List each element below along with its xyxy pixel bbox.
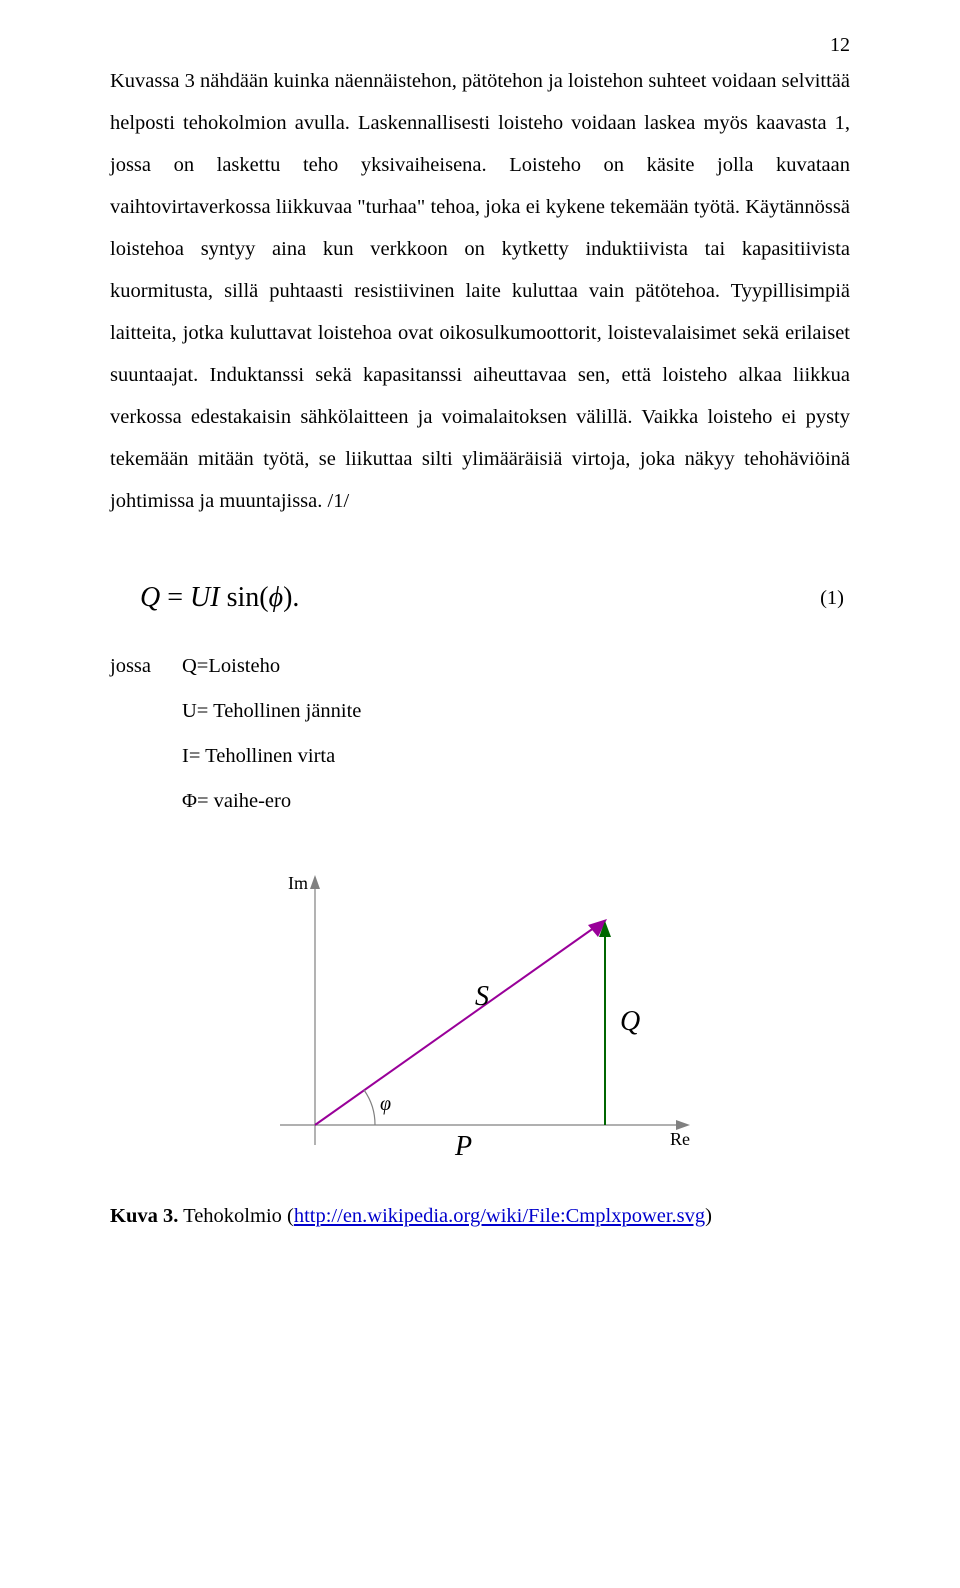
definitions: jossa Q=Loisteho U= Tehollinen jännite I… (110, 644, 850, 824)
eq-Q: Q (140, 582, 160, 613)
equation: Q = UI sin(ϕ). (110, 582, 299, 614)
s-vector (315, 925, 598, 1125)
q-label: Q (620, 1006, 640, 1037)
equation-row: Q = UI sin(ϕ). (1) (110, 582, 850, 614)
def-q: Q=Loisteho (182, 644, 280, 689)
eq-phi: ϕ (269, 582, 284, 613)
eq-equals: = (160, 582, 190, 613)
eq-sin: sin (220, 582, 260, 613)
eq-close: ). (283, 582, 299, 613)
caption-text: Tehokolmio ( (178, 1205, 293, 1227)
s-label: S (475, 981, 489, 1012)
eq-open: ( (259, 582, 268, 613)
eq-I: I (210, 582, 219, 613)
p-label: P (454, 1131, 472, 1162)
phi-arc (364, 1090, 375, 1125)
phi-label: φ (380, 1093, 391, 1115)
def-i: I= Tehollinen virta (110, 734, 850, 779)
def-u: U= Tehollinen jännite (110, 689, 850, 734)
caption-bold: Kuva 3. (110, 1205, 178, 1227)
figure-caption: Kuva 3. Tehokolmio (http://en.wikipedia.… (110, 1205, 850, 1228)
caption-link[interactable]: http://en.wikipedia.org/wiki/File:Cmplxp… (294, 1205, 705, 1227)
def-phi: Φ= vaihe-ero (110, 779, 850, 824)
body-paragraph: Kuvassa 3 nähdään kuinka näennäistehon, … (110, 60, 850, 522)
eq-U: U (190, 582, 210, 613)
equation-number: (1) (820, 587, 850, 610)
page-number: 12 (830, 34, 850, 57)
im-axis-arrow-icon (310, 875, 320, 889)
power-triangle-diagram: Im Re S Q φ P (110, 865, 850, 1175)
def-q-row: jossa Q=Loisteho (110, 644, 850, 689)
im-label: Im (288, 873, 308, 893)
def-jossa: jossa (110, 644, 182, 689)
diagram-svg: Im Re S Q φ P (250, 865, 710, 1175)
re-label: Re (670, 1129, 690, 1149)
caption-close: ) (705, 1205, 712, 1227)
page: 12 Kuvassa 3 nähdään kuinka näennäisteho… (0, 0, 960, 1288)
